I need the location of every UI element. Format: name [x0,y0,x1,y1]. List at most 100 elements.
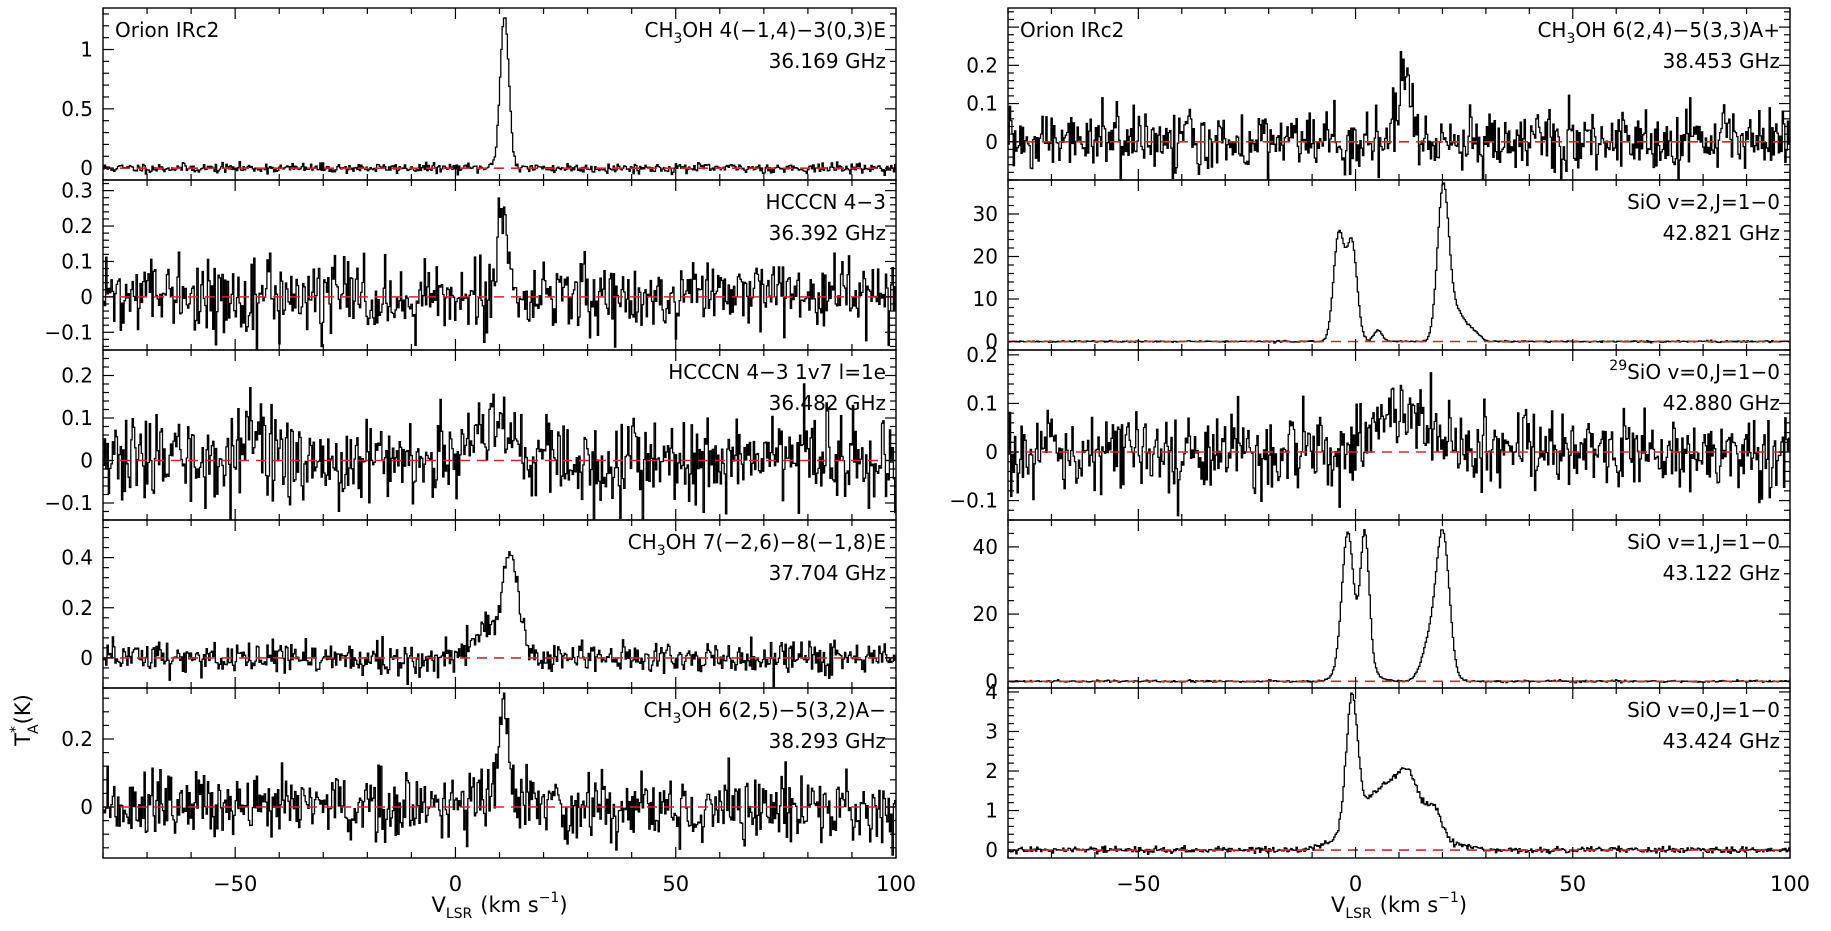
y-tick-label: −0.1 [44,320,93,344]
frequency-label: 42.880 GHz [1663,391,1780,415]
spectrum-panel-p3: −0.1 0 0.1 0.2 HCCCN 4−3 1v7 l=1e 36.482 GHz [44,349,897,521]
source-label: Orion IRc2 [1020,18,1124,42]
y-tick-label: 0 [985,130,998,154]
x-axis-title-part: LSR [1345,906,1372,922]
y-tick-label: 0.2 [61,364,93,388]
y-axis-title-part: T [11,733,35,747]
y-tick-label: 1 [985,799,998,823]
transition-label-part: CH [643,698,672,722]
x-tick-label: 50 [1559,872,1586,896]
frequency-label: 37.704 GHz [769,561,886,585]
transition-label-part: HCCCN 4−3 [766,190,886,214]
x-tick-label: 0 [1349,872,1362,896]
frequency-label: 36.169 GHz [769,49,886,73]
y-tick-label: 0 [985,669,998,693]
transition-label-part: OH 6(2,4)−5(3,3)A+ [1575,18,1780,42]
y-tick-label: 0.2 [61,596,93,620]
axis-titles: VLSR (km s−1) VLSR (km s−1)T* A(K) [8,694,1467,922]
frequency-label: 43.122 GHz [1663,561,1780,585]
transition-label: HCCCN 4−3 [766,190,886,214]
y-tick-label: 3 [985,719,998,743]
y-tick-label: 0 [80,646,93,670]
y-tick-label: 0 [80,449,93,473]
y-tick-label: 4 [985,680,998,704]
spectrum-line-p2 [103,197,896,350]
y-tick-label: 0 [985,440,998,464]
frequency-label: 42.821 GHz [1663,221,1780,245]
transition-label: CH3OH 4(−1,4)−3(0,3)E [644,18,886,47]
x-axis-title-part: ) [559,893,567,917]
transition-label-part: 29 [1609,358,1627,374]
spectrum-panel-p2: −0.1 0 0.1 0.2 0.3 HCCCN 4−3 36.392 GHz [44,179,897,351]
transition-label-part: OH 7(−2,6)−8(−1,8)E [666,530,886,554]
y-tick-label: 0.2 [61,727,93,751]
y-tick-label: 0 [80,285,93,309]
transition-label: SiO v=1,J=1−0 [1627,530,1780,554]
x-axis-title: VLSR (km s−1) [1331,890,1467,922]
spectrum-line-p3 [103,383,896,520]
x-tick-label: 50 [662,872,689,896]
frequency-label: 38.453 GHz [1663,49,1780,73]
y-tick-label: 0 [985,838,998,862]
transition-label: SiO v=0,J=1−0 [1627,698,1780,722]
transition-label-part: CH [628,530,657,554]
transition-label: 29SiO v=0,J=1−0 [1609,358,1780,384]
y-axis-title-part: * [8,726,24,733]
x-axis-title-part: V [1331,893,1346,917]
transition-label: CH3OH 7(−2,6)−8(−1,8)E [628,530,886,559]
y-axis-title: T* A(K) [8,694,42,747]
y-tick-label: 0.3 [61,179,93,203]
x-axis-title-part: (km s [1380,893,1438,917]
transition-label-part: SiO v=2,J=1−0 [1627,190,1780,214]
x-tick-label: 100 [876,872,916,896]
spectrum-panel-p10: 0 1 2 3 4 SiO v=0,J=1−0 43.424 GHz −50 0 50 100 [985,680,1810,896]
x-tick-label: −50 [1116,872,1160,896]
x-axis-title-part: −1 [1438,890,1459,906]
y-tick-label: 2 [985,759,998,783]
transition-label-part: CH [1537,18,1566,42]
y-tick-label: 0 [80,795,93,819]
spectrum-line-p8 [1008,372,1790,517]
transition-label-part: HCCCN 4−3 1v7 l=1e [668,360,886,384]
y-tick-label: 40 [973,535,998,559]
x-tick-label: 0 [449,872,462,896]
y-tick-label: 0.1 [966,391,998,415]
spectrum-panel-p5: 0 0.2 CH3OH 6(2,5)−5(3,2)A−38.293 GHz −50 0 5… [61,687,916,896]
spectrum-line-p5 [103,692,896,856]
x-axis-title-part: −1 [539,890,560,906]
transition-label: CH3OH 6(2,5)−5(3,2)A− [643,698,886,727]
y-tick-label: 0.1 [61,406,93,430]
spectrum-line-p1 [103,17,896,176]
y-tick-label: 0.5 [61,97,93,121]
transition-label-part: OH 6(2,5)−5(3,2)A− [681,698,886,722]
y-tick-label: 0.2 [61,214,93,238]
y-axis-title-part: (K) [11,694,35,724]
transition-label: CH3OH 6(2,4)−5(3,3)A+ [1537,18,1780,47]
y-tick-label: 0.2 [966,343,998,367]
x-axis-title-part: ) [1459,893,1467,917]
spectrum-panel-p7: 0 10 20 30 SiO v=2,J=1−0 42.821 GHz [973,179,1791,354]
x-axis-title-part: LSR [446,906,473,922]
x-axis-title-part: V [431,893,446,917]
transition-label-part: SiO v=0,J=1−0 [1627,698,1780,722]
x-tick-label: −50 [213,872,257,896]
spectrum-line-p6 [1008,50,1790,180]
y-tick-label: −0.1 [44,491,93,515]
transition-label: HCCCN 4−3 1v7 l=1e [668,360,886,384]
y-axis-title-part: A [26,724,42,734]
y-tick-label: 30 [973,202,998,226]
y-tick-label: 20 [973,602,998,626]
frequency-label: 36.482 GHz [769,391,886,415]
transition-label-part: CH [644,18,673,42]
frequency-label: 38.293 GHz [769,729,886,753]
y-tick-label: 20 [973,245,998,269]
spectrum-panel-p9: 0 20 40 SiO v=1,J=1−0 43.122 GHz [973,519,1791,693]
spectrum-panel-p4: 0 0.2 0.4 CH3OH 7(−2,6)−8(−1,8)E37.704 GHz [61,519,897,689]
transition-label-part: OH 4(−1,4)−3(0,3)E [682,18,886,42]
transition-label-part: SiO v=1,J=1−0 [1627,530,1780,554]
y-tick-label: 0.4 [61,546,93,570]
